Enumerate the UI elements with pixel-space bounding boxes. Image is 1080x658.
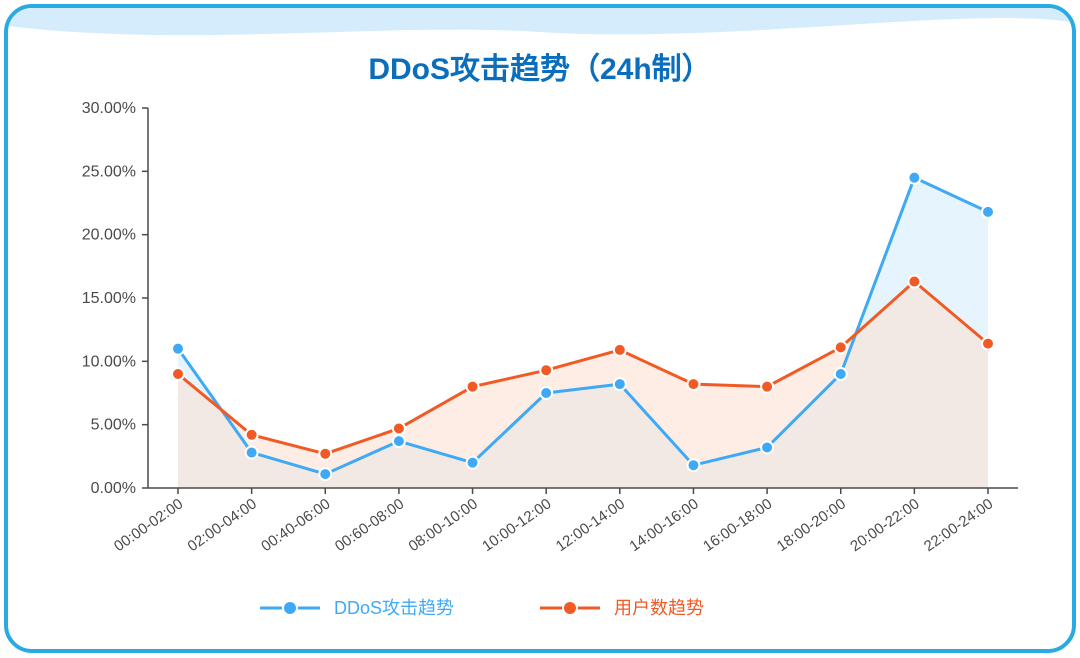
y-tick-label: 0.00%	[91, 480, 136, 497]
x-tick-label: 12:00-14:00	[553, 495, 628, 555]
series-marker	[467, 381, 479, 393]
x-tick-label: 00:60-08:00	[332, 495, 407, 555]
series-marker	[614, 378, 626, 390]
series-marker	[908, 172, 920, 184]
x-tick-label: 18:00-20:00	[774, 495, 849, 555]
series-marker	[687, 459, 699, 471]
legend-label: DDoS攻击趋势	[334, 598, 454, 618]
chart-area: 0.00% 5.00% 10.00% 15.00% 20.00% 25.00% 30.00%…	[8, 88, 1072, 649]
y-axis-group: 0.00% 5.00% 10.00% 15.00% 20.00% 25.00% 30.00%	[82, 100, 148, 497]
series-marker	[614, 344, 626, 356]
series-marker	[172, 368, 184, 380]
x-tick-label: 00:40-06:00	[258, 495, 333, 555]
series-marker	[393, 422, 405, 434]
legend-marker	[563, 601, 577, 615]
x-tick-label: 14:00-16:00	[626, 495, 701, 555]
series-marker	[982, 338, 994, 350]
wave-path	[8, 8, 1072, 35]
chart-title: DDoS攻击趋势（24h制）	[8, 44, 1072, 88]
area-fills-group	[178, 178, 988, 488]
series-marker	[982, 206, 994, 218]
x-axis-group: 00:00-02:0002:00-04:0000:40-06:0000:60-0…	[111, 488, 1018, 555]
series-marker	[687, 378, 699, 390]
series-marker	[835, 368, 847, 380]
series-marker	[540, 364, 552, 376]
x-tick-label: 00:00-02:00	[111, 495, 186, 555]
y-tick-label: 5.00%	[91, 417, 136, 434]
series-marker	[172, 343, 184, 355]
y-tick-label: 20.00%	[82, 227, 136, 244]
series-marker	[761, 381, 773, 393]
chart-svg: 0.00% 5.00% 10.00% 15.00% 20.00% 25.00% 30.00%…	[8, 88, 1072, 648]
series-marker	[246, 429, 258, 441]
series-marker	[540, 387, 552, 399]
x-tick-label: 22:00-24:00	[921, 495, 996, 555]
x-tick-label: 20:00-22:00	[847, 495, 922, 555]
series-marker	[319, 468, 331, 480]
chart-card-frame: DDoS攻击趋势（24h制） 0.00% 5.00% 10.00% 15.00% 20.…	[4, 4, 1076, 653]
series-marker	[393, 435, 405, 447]
series-marker	[319, 448, 331, 460]
legend-group: DDoS攻击趋势 用户数趋势	[260, 598, 704, 618]
series-marker	[467, 457, 479, 469]
y-tick-label: 25.00%	[82, 163, 136, 180]
y-tick-label: 10.00%	[82, 353, 136, 370]
legend-marker	[283, 601, 297, 615]
x-tick-label: 08:00-10:00	[405, 495, 480, 555]
series-marker	[908, 276, 920, 288]
x-tick-label: 02:00-04:00	[185, 495, 260, 555]
x-tick-label: 10:00-12:00	[479, 495, 554, 555]
y-tick-label: 15.00%	[82, 290, 136, 307]
series-marker	[835, 341, 847, 353]
series-marker	[761, 441, 773, 453]
y-tick-label: 30.00%	[82, 100, 136, 117]
legend-label: 用户数趋势	[614, 598, 704, 618]
series-marker	[246, 447, 258, 459]
x-tick-label: 16:00-18:00	[700, 495, 775, 555]
